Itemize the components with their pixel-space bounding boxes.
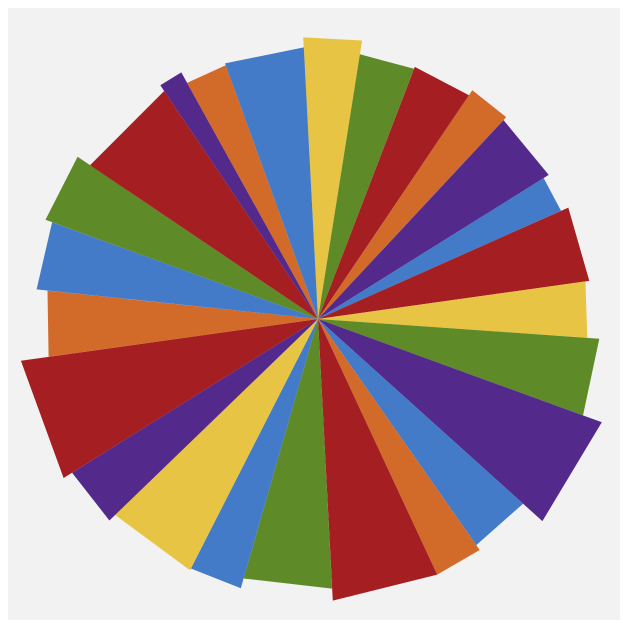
wedge-orange (187, 65, 318, 319)
wedge-red (20, 319, 319, 478)
wedge-red (318, 207, 590, 319)
wedge-yellow (115, 319, 318, 571)
wedge-purple (72, 319, 318, 521)
wedge-orange (47, 290, 318, 357)
wedge-orange (318, 90, 507, 319)
wedge-purple (160, 72, 318, 320)
wedge-blue (225, 47, 318, 320)
wedge-blue (36, 222, 318, 319)
wedge-purple (318, 319, 602, 522)
wedge-red (318, 319, 438, 601)
wedge-blue (318, 319, 524, 546)
wedge-green (243, 319, 333, 589)
wedge-purple (318, 120, 549, 319)
wedge-blue (190, 319, 318, 589)
wedge-orange (318, 319, 480, 575)
wedge-yellow (303, 37, 363, 320)
wedge-green (318, 319, 600, 416)
wedge-blue (318, 178, 561, 319)
wedge-green (45, 156, 318, 319)
wedge-red (90, 91, 318, 319)
wedge-yellow (318, 281, 588, 338)
wedge-green (318, 54, 414, 320)
wedge-red (318, 66, 469, 320)
